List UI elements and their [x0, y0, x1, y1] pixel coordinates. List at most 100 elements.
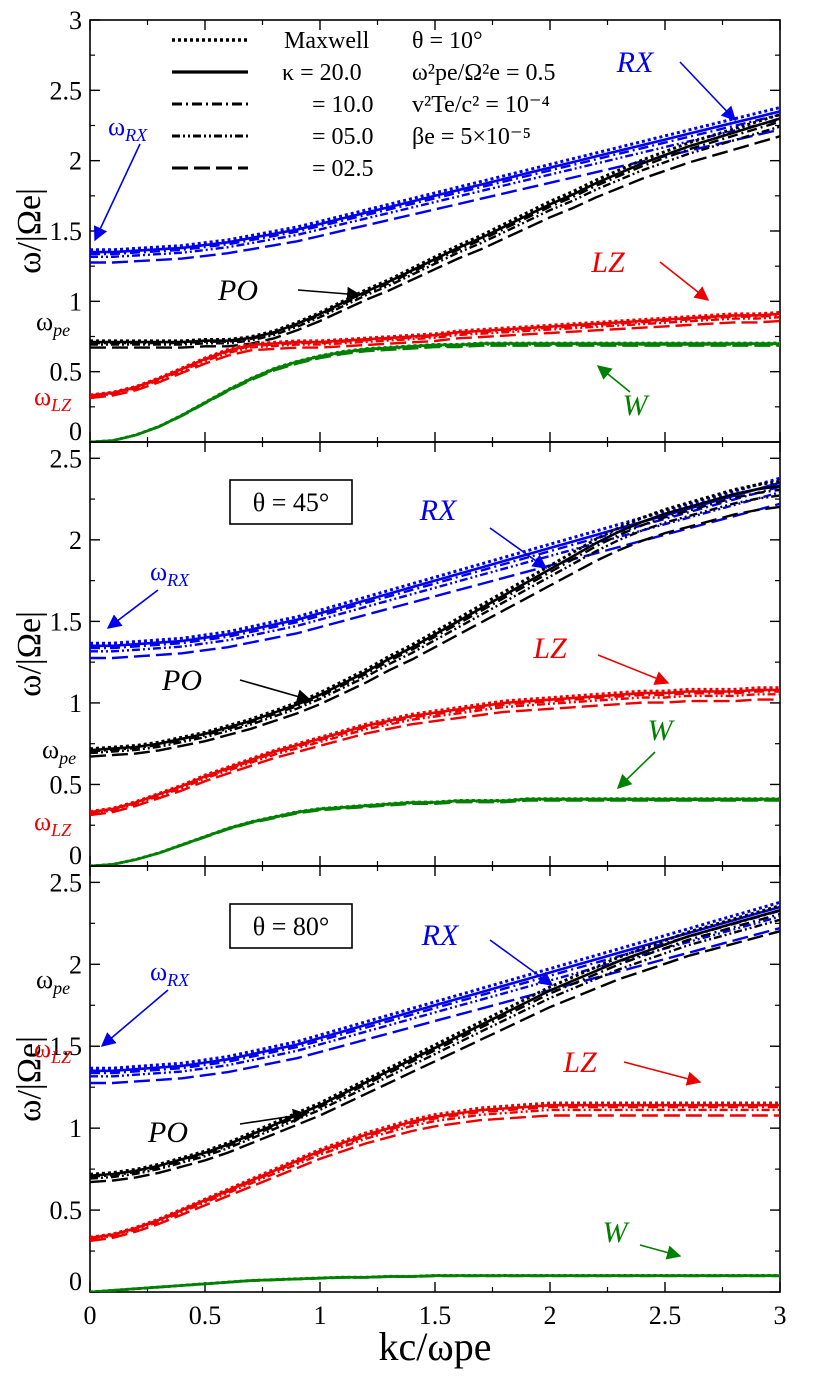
x-tick-label: 1: [314, 1301, 327, 1330]
omega-rx-subscript: RX: [124, 125, 148, 145]
y-tick-label: 1.5: [50, 217, 83, 246]
x-tick-label: 2: [544, 1301, 557, 1330]
series-po-line-3: [90, 488, 780, 753]
y-tick-label: 1: [69, 1114, 82, 1143]
series-lz-line-5: [90, 319, 780, 400]
y-tick-label: 2: [69, 526, 82, 555]
series-lz-line-3: [90, 1105, 780, 1240]
mode-label-lz: LZ: [590, 246, 625, 279]
series-rx-line-3: [90, 485, 780, 650]
omega-rx-arrow: [93, 143, 141, 242]
omega-rx-label: ωRX: [150, 957, 190, 990]
mode-label-rx: RX: [616, 46, 655, 79]
mode-arrow-rx: [679, 61, 736, 122]
legend: Maxwell κ = 20.0 = 10.0 = 05.0 = 02.5 θ = 10°…: [172, 28, 556, 182]
panel-3: 00.511.522.5ω/|Ωe|θ = 80° RXPOLZWωRXωpeωL…: [11, 865, 781, 1296]
series-rx-line-3: [90, 909, 780, 1075]
y-tick-label: 1: [69, 287, 82, 316]
x-axis-label: kc/ωpe: [379, 1324, 492, 1369]
series-po-line-5: [90, 930, 780, 1184]
mode-arrow-po: [239, 1108, 308, 1125]
y-axis-label: ω/|Ωe|: [11, 1036, 48, 1122]
series-po-line-2: [90, 117, 780, 344]
series-rx-line-4: [90, 491, 780, 653]
mode-label-lz: LZ: [562, 1046, 597, 1079]
y-tick-label: 1.5: [50, 1032, 83, 1061]
mode-label-w: W: [648, 714, 676, 747]
mode-arrow-w: [596, 365, 631, 393]
y-tick-label: 2.5: [50, 868, 83, 897]
mode-arrow-rx: [489, 527, 548, 569]
series-po-line-4: [90, 494, 780, 755]
y-tick-label: 0: [69, 417, 82, 446]
omega-pe-subscript: pe: [51, 320, 70, 340]
omega-lz-subscript: LZ: [50, 395, 72, 415]
mode-arrow-w: [639, 1244, 682, 1260]
legend-label-1: Maxwell: [284, 28, 370, 54]
omega-pe-subscript: pe: [51, 978, 70, 998]
series-group: [90, 900, 780, 1292]
y-tick-label: 2.5: [50, 76, 83, 105]
omega-rx-subscript: RX: [166, 970, 190, 990]
y-tick-label: 0: [69, 1267, 82, 1296]
y-tick-label: 3: [69, 6, 82, 35]
mode-label-rx: RX: [421, 919, 460, 952]
omega-lz-subscript: LZ: [50, 820, 72, 840]
omega-pe-label: ωpe: [36, 965, 70, 998]
series-po-line-2: [90, 484, 780, 752]
series-w-line-1: [90, 797, 780, 866]
omega-rx-subscript: RX: [166, 570, 190, 590]
legend-param-4: βe = 5×10⁻⁵: [412, 124, 531, 150]
y-tick-label: 2: [69, 950, 82, 979]
omega-rx-label: ωRX: [108, 112, 148, 145]
series-lz-line-5: [90, 698, 780, 817]
mode-label-rx: RX: [419, 494, 458, 527]
series-group: [90, 106, 780, 442]
mode-label-lz: LZ: [532, 632, 567, 665]
series-lz-line-1: [90, 686, 780, 813]
angle-box: [229, 479, 353, 525]
legend-param-3: v²Te/c² = 10⁻⁴: [412, 92, 550, 118]
y-tick-label: 0.5: [50, 358, 83, 387]
series-po-line-3: [90, 912, 780, 1178]
series-po-line-3: [90, 120, 780, 345]
x-tick-label: 0.5: [189, 1301, 222, 1330]
series-rx-line-3: [90, 113, 780, 256]
angle-box: [229, 903, 353, 949]
mode-arrow-po: [297, 286, 362, 302]
omega-pe-label: ωpe: [42, 735, 76, 768]
x-tick-label: 2.5: [649, 1301, 682, 1330]
series-po-line-5: [90, 505, 780, 758]
y-tick-label: 1: [69, 689, 82, 718]
y-tick-label: 2.5: [50, 444, 83, 473]
y-tick-label: 0: [69, 841, 82, 870]
y-tick-label: 0.5: [50, 1196, 83, 1225]
series-group: [90, 476, 780, 866]
series-w-line-3: [90, 342, 780, 442]
series-lz-line-1: [90, 1101, 780, 1239]
mode-arrow-rx: [489, 939, 554, 986]
mode-arrow-lz: [659, 261, 710, 301]
x-tick-label: 1.5: [419, 1301, 452, 1330]
series-po-line-1: [90, 904, 780, 1176]
series-po-line-4: [90, 918, 780, 1180]
mode-arrow-lz: [597, 654, 670, 685]
series-lz-line-4: [90, 693, 780, 815]
legend-label-5: = 02.5: [312, 156, 374, 182]
angle-label: θ = 45°: [253, 488, 330, 517]
omega-lz-label: ωLZ: [34, 382, 72, 415]
y-tick-label: 1.5: [50, 607, 83, 636]
mode-arrow-w: [616, 751, 656, 790]
series-w-line-4: [90, 343, 780, 442]
series-rx-line-1: [90, 106, 780, 252]
legend-label-2: κ = 20.0: [282, 60, 362, 86]
series-lz-line-4: [90, 316, 780, 398]
y-axis-label: ω/|Ωe|: [11, 611, 48, 697]
series-w-line-5: [90, 1274, 780, 1292]
y-tick-label: 0.5: [50, 770, 83, 799]
legend-param-1: θ = 10°: [412, 28, 483, 54]
series-rx-line-1: [90, 900, 780, 1070]
series-w-line-5: [90, 799, 780, 866]
